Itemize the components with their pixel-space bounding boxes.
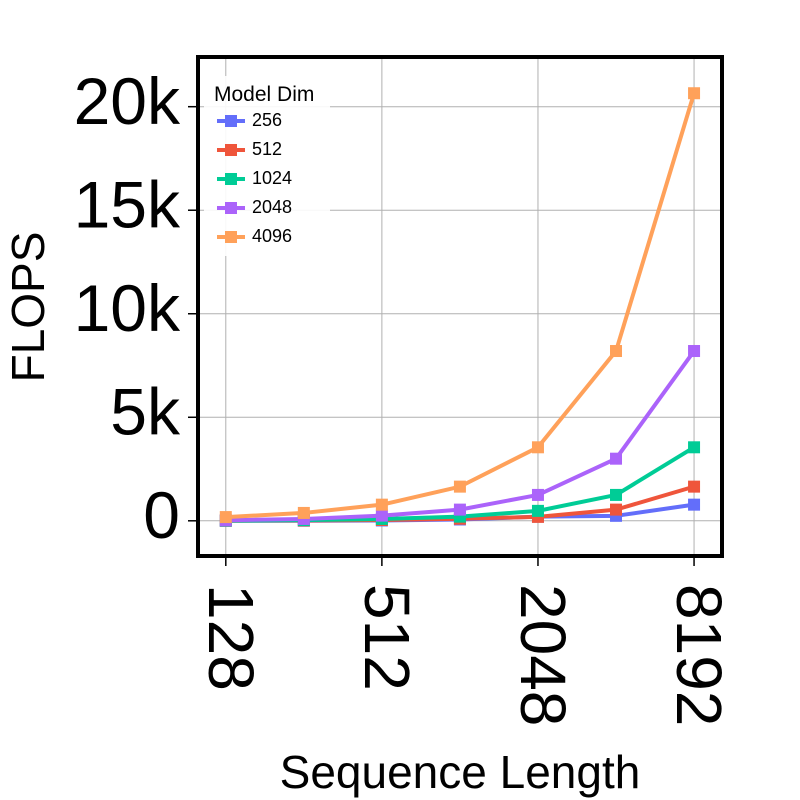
data-point: [453, 480, 466, 493]
x-tick-label: 512: [351, 584, 423, 691]
legend-item: 512: [217, 139, 282, 159]
data-point: [531, 488, 544, 501]
data-point: [219, 511, 232, 524]
series-4096: [219, 87, 701, 524]
data-point: [375, 509, 388, 522]
series-line: [225, 349, 696, 523]
data-point: [688, 441, 701, 454]
legend-label: 256: [252, 110, 282, 130]
data-point: [688, 498, 701, 511]
data-point: [375, 498, 388, 511]
legend-marker: [225, 115, 237, 127]
legend-label: 2048: [252, 197, 292, 217]
y-axis-ticks: 0 5k 10k 15k 20k: [74, 64, 198, 552]
legend-marker: [225, 231, 237, 243]
y-tick-label: 20k: [74, 64, 181, 138]
legend-label: 1024: [252, 168, 292, 188]
x-tick-label: 128: [195, 584, 267, 691]
data-point: [297, 506, 310, 519]
legend-marker: [225, 202, 237, 214]
x-tick-label: 2048: [507, 584, 579, 726]
legend-item: 1024: [217, 168, 292, 188]
legend-label: 4096: [252, 226, 292, 246]
y-tick-label: 10k: [74, 271, 181, 345]
data-point: [688, 480, 701, 493]
y-axis-label: FLOPS: [2, 232, 54, 383]
legend-title: Model Dim: [214, 83, 314, 106]
legend: Model Dim 256 512 1024 2048 4096: [204, 76, 330, 256]
data-point: [531, 504, 544, 517]
x-tick-label: 8192: [663, 584, 735, 726]
series-2048: [219, 345, 701, 527]
y-tick-label: 15k: [74, 168, 181, 242]
data-point: [531, 441, 544, 454]
data-point: [688, 87, 701, 100]
legend-item: 256: [217, 110, 282, 130]
data-point: [610, 488, 623, 501]
legend-background: [204, 76, 330, 256]
data-point: [453, 503, 466, 516]
data-point: [688, 345, 701, 358]
plot-frame: [196, 55, 724, 558]
data-point: [610, 345, 623, 358]
y-tick-label: 0: [143, 478, 180, 552]
legend-label: 512: [252, 139, 282, 159]
data-point: [610, 503, 623, 516]
legend-item: 2048: [217, 197, 292, 217]
x-axis-ticks: 128 512 2048 8192: [195, 556, 735, 726]
plot-series: [219, 87, 701, 527]
data-point: [610, 452, 623, 465]
legend-item: 4096: [217, 226, 292, 246]
legend-marker: [225, 173, 237, 185]
legend-marker: [225, 144, 237, 156]
x-axis-label: Sequence Length: [280, 746, 641, 798]
y-tick-label: 5k: [110, 375, 181, 449]
